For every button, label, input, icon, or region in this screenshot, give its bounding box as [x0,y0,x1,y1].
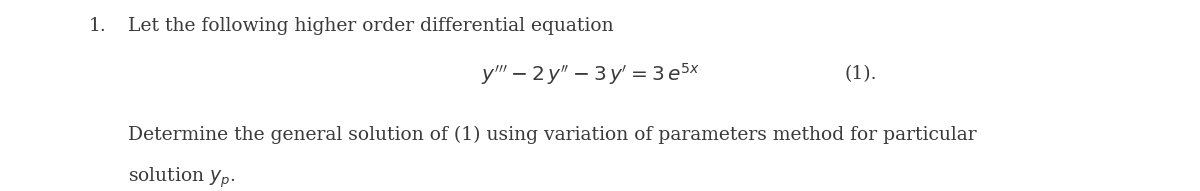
Text: (1).: (1). [845,65,877,83]
Text: 1.: 1. [89,17,107,35]
Text: Determine the general solution of (1) using variation of parameters method for p: Determine the general solution of (1) us… [127,126,976,144]
Text: Let the following higher order differential equation: Let the following higher order different… [127,17,613,35]
Text: solution $y_p$.: solution $y_p$. [127,165,235,190]
Text: $y''' - 2\,y'' - 3\,y' = 3\,e^{5x}$: $y''' - 2\,y'' - 3\,y' = 3\,e^{5x}$ [481,61,700,87]
